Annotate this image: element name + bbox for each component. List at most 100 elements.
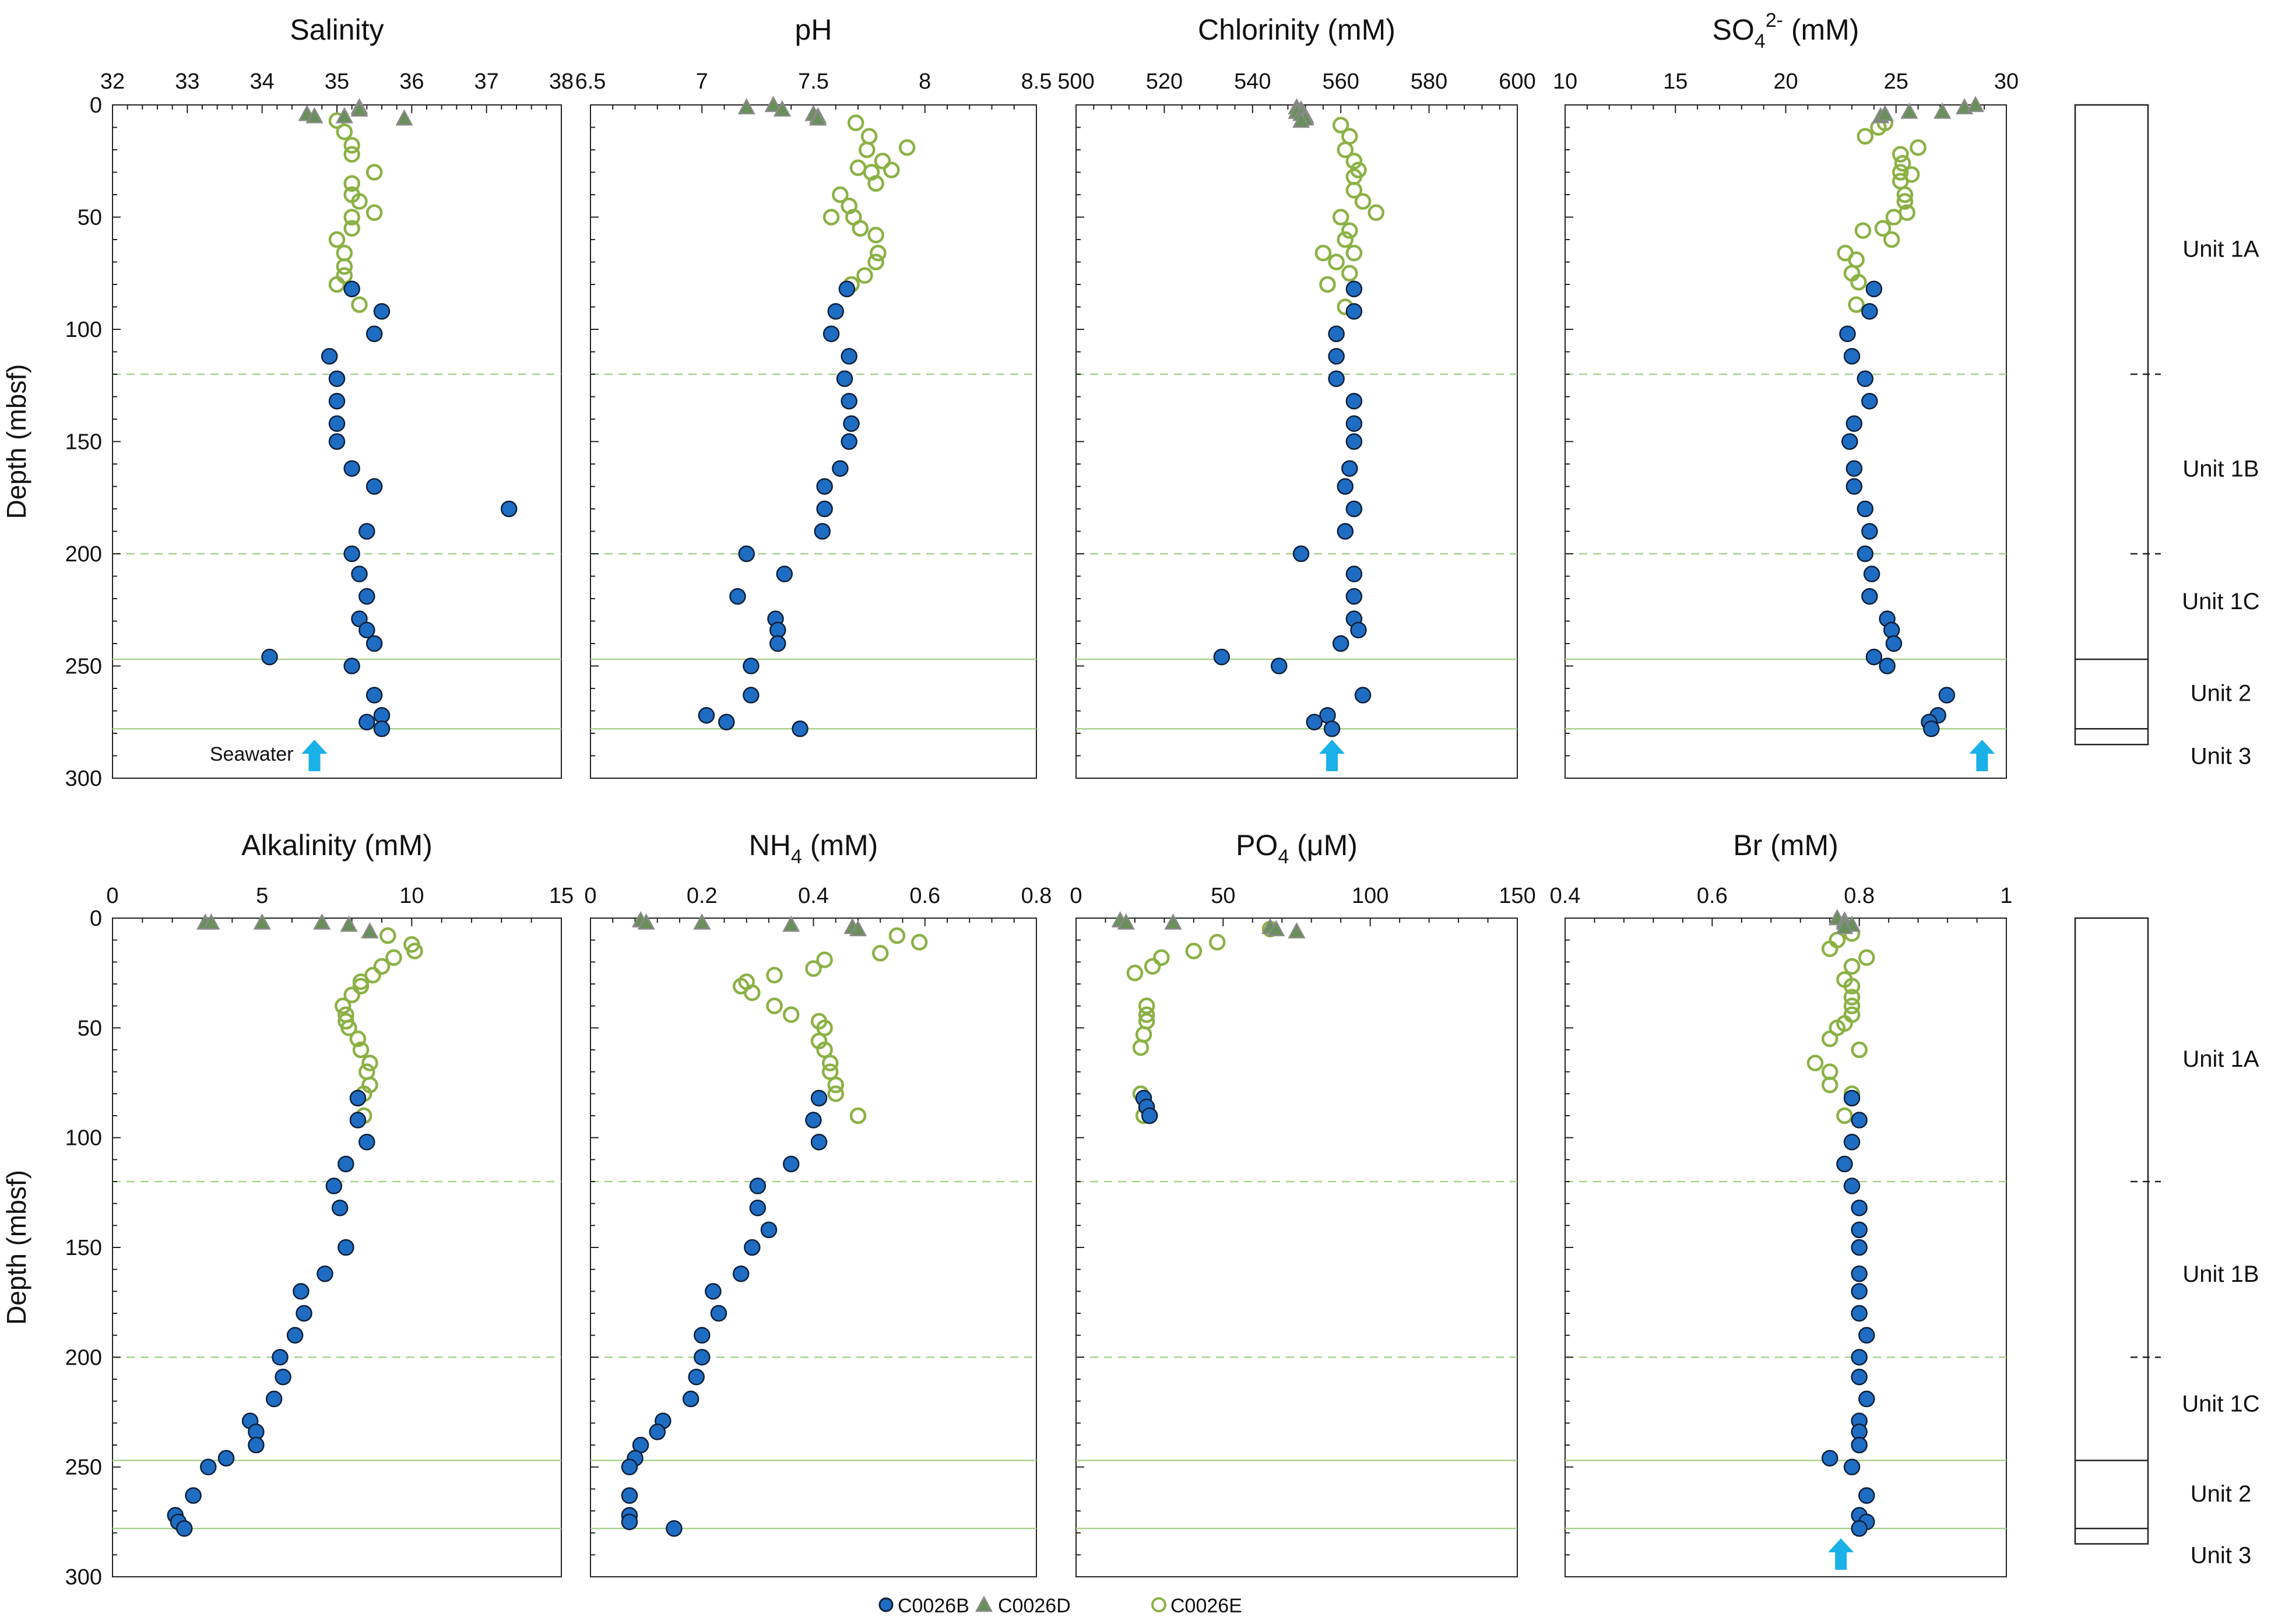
panel-br-mm-point-C0026E (1821, 940, 1838, 957)
panel-ph-point-C0026E (867, 175, 884, 192)
panel-nh4-mm-xtick-label: 0 (584, 884, 596, 908)
panel-salinity-point-C0026D (350, 100, 368, 117)
panel-salinity-xtick-label: 32 (100, 69, 125, 94)
panel-alkalinity-mm-point-C0026B (248, 1436, 265, 1454)
panel-br-mm-point-C0026E (1821, 1077, 1838, 1094)
panel-so4-2-mm-point-C0026B (1865, 648, 1883, 666)
panel-ph-point-C0026B (841, 433, 857, 450)
panel-nh4-mm-point-C0026B (805, 1112, 822, 1129)
panel-chlorinity-mm-point-C0026B (1345, 392, 1363, 410)
panel-salinity-point-C0026B (351, 565, 368, 582)
panel-po4-m-xtick-label: 100 (1352, 884, 1388, 908)
panel-ph-xtick-label: 6.5 (575, 69, 606, 94)
panel-alkalinity-mm-point-C0026B (293, 1283, 310, 1300)
panel-br-mm-point-C0026B (1851, 1239, 1868, 1256)
panel-br-mm-xtick-label: 0.6 (1697, 884, 1728, 908)
panel-so4-2-mm-point-C0026B (1861, 523, 1878, 540)
panel-so4-2-mm-point-C0026E (1848, 296, 1865, 313)
panel-so4-2-mm-xtick-label: 25 (1884, 69, 1908, 94)
panel-so4-2-mm-xtick-label: 30 (1994, 69, 2019, 94)
panel-salinity-point-C0026B (373, 720, 391, 737)
panel-br-mm-point-C0026E (1843, 958, 1861, 975)
panel-so4-2-mm-point-C0026B (1861, 588, 1878, 605)
panel-chlorinity-mm-point-C0026B (1328, 325, 1345, 342)
panel-po4-m-point-C0026D (1164, 913, 1182, 930)
panel-salinity-point-C0026B (358, 621, 375, 639)
panel-po4-m-xtick-label: 50 (1211, 884, 1235, 908)
depth-tick-label: 250 (65, 655, 102, 679)
panel-nh4-mm-point-C0026B (682, 1390, 699, 1408)
panel-chlorinity-mm-point-C0026E (1345, 153, 1363, 170)
panel-chlorinity-mm-point-C0026E (1367, 204, 1385, 222)
unit-label: Unit 1A (2182, 1046, 2259, 1072)
panel-chlorinity-mm-point-C0026E (1345, 182, 1363, 199)
panel-so4-2-mm-point-C0026B (1885, 635, 1903, 652)
panel-ph-point-C0026E (867, 254, 884, 270)
legend-symbol-C0026E (1151, 1597, 1166, 1612)
panel-chlorinity-mm-point-C0026B (1328, 347, 1345, 365)
panel-alkalinity-mm-point-C0026B (286, 1327, 304, 1344)
panel-br-mm-point-C0026B (1851, 1305, 1868, 1322)
depth-tick-label: 150 (65, 1236, 102, 1260)
panel-br-mm-point-C0026B (1858, 1390, 1875, 1408)
panel-br-mm-point-C0026B (1843, 1089, 1861, 1107)
panel-so4-2-mm-point-C0026B (1845, 460, 1863, 477)
panel-so4-2-mm-point-C0026E (1894, 154, 1911, 172)
panel-salinity-point-C0026D (395, 109, 413, 126)
legend-label-C0026B: C0026B (898, 1595, 969, 1617)
unit-label: Unit 3 (2191, 744, 2252, 769)
panel-chlorinity-mm-point-C0026E (1345, 244, 1363, 262)
panel-alkalinity-mm-title: Alkalinity (mM) (241, 829, 433, 862)
panel-salinity-point-C0026E (343, 209, 360, 226)
panel-br-mm-xtick-label: 0.8 (1844, 884, 1875, 908)
panel-chlorinity-mm-xtick-label: 520 (1146, 69, 1183, 94)
panel-nh4-mm-point-C0026E (783, 1006, 800, 1023)
panel-salinity-point-C0026B (365, 478, 383, 495)
panel-ph-point-C0026D (773, 100, 792, 117)
panel-so4-2-mm-frame (1565, 104, 2007, 779)
unit-column-2: Unit 1A Unit 1B Unit 1C Unit 2 Unit 3 (2074, 917, 2260, 1568)
panel-nh4-mm-point-C0026B (705, 1283, 722, 1300)
unit-column-1: Unit 1A Unit 1B Unit 1C Unit 2 Unit 3 (2074, 104, 2260, 769)
panel-ph-point-C0026E (859, 141, 876, 159)
panel-so4-2-mm-point-C0026B (1839, 325, 1856, 342)
panel-so4-2-mm-point-C0026B (1883, 621, 1900, 639)
panel-salinity-point-C0026B (328, 370, 346, 387)
panel-chlorinity-mm-xtick-label: 500 (1057, 69, 1094, 94)
panel-so4-2-mm-seawater-arrow (1969, 740, 1995, 771)
panel-salinity-point-C0026B (328, 392, 346, 410)
panel-salinity-point-C0026B (343, 545, 360, 563)
panel-so4-2-mm-point-C0026B (1857, 500, 1874, 518)
panel-so4-2-mm-point-C0026D (1900, 102, 1918, 119)
panel-nh4-mm-point-C0026B (621, 1513, 638, 1531)
panel-ph-point-C0026B (838, 280, 856, 297)
panel-salinity-point-C0026B (365, 635, 383, 652)
panel-nh4-mm-point-C0026E (872, 945, 889, 962)
panel-alkalinity-mm-point-C0026E (406, 943, 423, 959)
panel-nh4-mm-point-C0026E (910, 934, 928, 951)
panel-so4-2-mm: 10 15 20 25 30 SO42- (mM) (1553, 9, 2019, 779)
panel-salinity-point-C0026E (365, 204, 383, 222)
panel-so4-2-mm-title: SO42- (mM) (1713, 9, 1859, 52)
panel-nh4-mm-point-C0026E (805, 960, 822, 977)
panel-nh4-mm-point-C0026B (666, 1520, 683, 1537)
panel-br-mm-point-C0026B (1843, 1133, 1861, 1151)
panel-chlorinity-mm-point-C0026B (1350, 621, 1367, 639)
panel-chlorinity-mm-point-C0026B (1345, 433, 1363, 450)
panel-so4-2-mm-point-C0026E (1892, 146, 1909, 163)
panel-nh4-mm-point-C0026E (816, 1020, 833, 1036)
panel-salinity-xtick-label: 34 (250, 69, 275, 94)
panel-br-mm-point-C0026E (1858, 949, 1875, 966)
panel-salinity-xtick-label: 35 (325, 69, 349, 94)
panel-br-mm-point-C0026B (1851, 1436, 1868, 1454)
panel-so4-2-mm-point-C0026B (1938, 687, 1956, 704)
panel-alkalinity-mm-point-C0026E (335, 997, 351, 1014)
panel-alkalinity-mm-point-C0026B (296, 1305, 312, 1322)
panel-ph-point-C0026B (792, 720, 808, 737)
panel-br-mm-point-C0026E (1806, 1054, 1824, 1071)
legend-label-C0026E: C0026E (1170, 1595, 1242, 1617)
panel-br-mm-point-C0026E (1821, 1030, 1838, 1047)
panel-chlorinity-mm-point-C0026E (1332, 117, 1349, 133)
